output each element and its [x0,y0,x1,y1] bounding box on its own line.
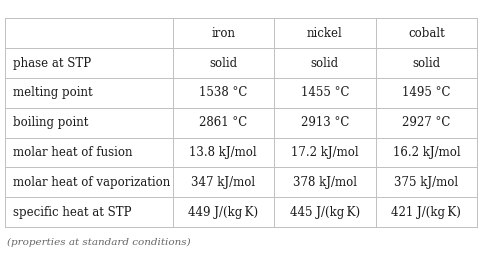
Text: 449 J/(kg K): 449 J/(kg K) [188,206,258,219]
Text: melting point: melting point [13,86,93,99]
Text: cobalt: cobalt [408,27,445,40]
Text: 445 J/(kg K): 445 J/(kg K) [290,206,360,219]
Text: solid: solid [311,57,339,69]
Text: 378 kJ/mol: 378 kJ/mol [293,176,357,189]
Text: 1455 °C: 1455 °C [301,86,349,99]
Text: molar heat of vaporization: molar heat of vaporization [13,176,171,189]
Text: 17.2 kJ/mol: 17.2 kJ/mol [291,146,359,159]
Text: phase at STP: phase at STP [13,57,92,69]
Text: 1538 °C: 1538 °C [199,86,247,99]
Text: 2861 °C: 2861 °C [199,116,247,129]
Text: solid: solid [412,57,441,69]
Text: 16.2 kJ/mol: 16.2 kJ/mol [392,146,460,159]
Text: 2913 °C: 2913 °C [301,116,349,129]
Text: 421 J/(kg K): 421 J/(kg K) [391,206,461,219]
Text: solid: solid [209,57,237,69]
Text: 13.8 kJ/mol: 13.8 kJ/mol [189,146,257,159]
Text: iron: iron [211,27,235,40]
Text: (properties at standard conditions): (properties at standard conditions) [7,238,191,247]
Text: boiling point: boiling point [13,116,89,129]
Text: 2927 °C: 2927 °C [402,116,451,129]
Text: molar heat of fusion: molar heat of fusion [13,146,133,159]
Text: 375 kJ/mol: 375 kJ/mol [394,176,458,189]
Text: nickel: nickel [307,27,343,40]
Text: 1495 °C: 1495 °C [402,86,451,99]
Text: 347 kJ/mol: 347 kJ/mol [191,176,255,189]
Text: specific heat at STP: specific heat at STP [13,206,132,219]
